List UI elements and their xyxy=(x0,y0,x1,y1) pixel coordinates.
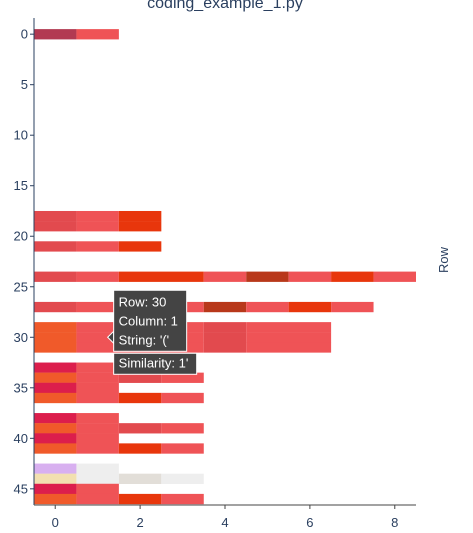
heatmap-cell[interactable] xyxy=(76,493,119,505)
heatmap-cell[interactable] xyxy=(76,271,119,282)
heatmap-cell[interactable] xyxy=(118,423,162,434)
y-tick-label: 25 xyxy=(14,279,28,294)
heatmap-cell[interactable] xyxy=(76,29,119,40)
heatmap-cell[interactable] xyxy=(118,241,162,252)
heatmap-cell[interactable] xyxy=(34,362,77,373)
x-tick-label: 6 xyxy=(306,515,313,530)
y-axis-title: Row xyxy=(436,246,451,273)
heatmap-cell[interactable] xyxy=(34,423,77,434)
hover-line: Column: 1 xyxy=(119,313,178,328)
heatmap-cell[interactable] xyxy=(161,473,204,484)
heatmap-cell[interactable] xyxy=(34,241,77,252)
heatmap-cell[interactable] xyxy=(203,332,247,343)
hover-line: String: '(' xyxy=(119,332,169,347)
heatmap-cell[interactable] xyxy=(76,372,119,383)
y-tick-label: 45 xyxy=(14,481,28,496)
heatmap-cell[interactable] xyxy=(34,322,77,333)
heatmap-cell[interactable] xyxy=(118,221,162,232)
y-tick-label: 35 xyxy=(14,380,28,395)
heatmap-cell[interactable] xyxy=(246,301,289,313)
heatmap-cell[interactable] xyxy=(373,271,416,282)
hover-tooltip: Row: 30 Column: 1 String: '(' Similarity: 1… xyxy=(106,289,198,375)
heatmap-cell[interactable] xyxy=(76,463,119,474)
heatmap-cell[interactable] xyxy=(118,473,162,484)
heatmap-cell[interactable] xyxy=(288,271,332,282)
axes: 0 5 10 15 20 25 30 35 40 45 0 2 4 6 8 xyxy=(14,18,416,530)
y-tick-label: 20 xyxy=(14,229,28,244)
y-tick-label: 40 xyxy=(14,431,28,446)
heatmap-cell[interactable] xyxy=(34,301,77,313)
heatmap-cell[interactable] xyxy=(76,413,119,424)
heatmap-cell[interactable] xyxy=(118,372,162,383)
heatmap-cell[interactable] xyxy=(34,413,77,424)
y-ticks: 0 5 10 15 20 25 30 35 40 45 xyxy=(14,27,34,496)
heatmap-cell[interactable] xyxy=(34,473,77,484)
heatmap-cell[interactable] xyxy=(118,443,162,454)
x-tick-label: 2 xyxy=(136,515,143,530)
x-tick-label: 8 xyxy=(391,515,398,530)
hover-line: Similarity: 1' xyxy=(119,355,189,370)
heatmap-cell[interactable] xyxy=(76,221,119,232)
heatmap-cell[interactable] xyxy=(118,392,162,404)
heatmap-cell[interactable] xyxy=(34,463,77,474)
heatmap-cell[interactable] xyxy=(161,372,204,383)
heatmap-cell[interactable] xyxy=(34,493,77,505)
heatmap-cell[interactable] xyxy=(76,392,119,404)
y-tick-label: 0 xyxy=(21,27,28,42)
y-tick-label: 30 xyxy=(14,330,28,345)
heatmap-cell[interactable] xyxy=(203,322,247,333)
heatmap-cell[interactable] xyxy=(34,332,77,343)
heatmap-cell[interactable] xyxy=(76,433,119,444)
heatmap-cell[interactable] xyxy=(76,210,119,222)
hover-box-extra xyxy=(113,352,198,375)
hover-line: Row: 30 xyxy=(119,294,167,309)
heatmap-cell[interactable] xyxy=(34,210,77,222)
heatmap-cells xyxy=(34,29,416,505)
heatmap-cell[interactable] xyxy=(161,392,204,404)
heatmap-cell[interactable] xyxy=(34,372,77,383)
heatmap-cell[interactable] xyxy=(34,392,77,404)
heatmap-cell[interactable] xyxy=(118,493,162,505)
heatmap-cell[interactable] xyxy=(76,241,119,252)
heatmap-cell[interactable] xyxy=(76,443,119,454)
heatmap-cell[interactable] xyxy=(288,301,332,313)
y-tick-label: 5 xyxy=(21,77,28,92)
heatmap-cell[interactable] xyxy=(34,433,77,444)
heatmap-cell[interactable] xyxy=(34,443,77,454)
heatmap-cell[interactable] xyxy=(34,221,77,232)
heatmap-cell[interactable] xyxy=(203,342,247,353)
heatmap-cell[interactable] xyxy=(76,301,119,313)
heatmap-cell[interactable] xyxy=(331,301,374,313)
heatmap-cell[interactable] xyxy=(161,493,204,505)
x-ticks: 0 2 4 6 8 xyxy=(52,505,398,530)
x-tick-label: 4 xyxy=(221,515,228,530)
heatmap-cell[interactable] xyxy=(118,210,162,222)
heatmap-cell[interactable] xyxy=(34,382,77,394)
heatmap-cell[interactable] xyxy=(203,271,247,282)
y-tick-label: 15 xyxy=(14,178,28,193)
heatmap-cell[interactable] xyxy=(161,443,204,454)
heatmap-cell[interactable] xyxy=(203,301,247,313)
heatmap-cell[interactable] xyxy=(34,29,77,40)
heatmap-cell[interactable] xyxy=(34,342,77,353)
heatmap-cell[interactable] xyxy=(76,473,119,484)
hover-box xyxy=(113,289,188,352)
heatmap-cell[interactable] xyxy=(76,483,119,495)
heatmap-cell[interactable] xyxy=(76,382,119,394)
heatmap-cell[interactable] xyxy=(246,322,332,333)
x-tick-label: 0 xyxy=(52,515,59,530)
heatmap-cell[interactable] xyxy=(118,271,204,282)
y-tick-label: 10 xyxy=(14,128,28,143)
heatmap-cell[interactable] xyxy=(246,342,332,353)
heatmap-cell[interactable] xyxy=(246,271,289,282)
heatmap-cell[interactable] xyxy=(76,362,119,373)
chart-title: coding_example_1.py xyxy=(147,0,303,12)
heatmap-cell[interactable] xyxy=(161,423,204,434)
heatmap-cell[interactable] xyxy=(34,483,77,495)
heatmap-cell[interactable] xyxy=(34,271,77,282)
heatmap-cell[interactable] xyxy=(76,423,119,434)
heatmap-cell[interactable] xyxy=(246,332,332,343)
heatmap-cell[interactable] xyxy=(331,271,374,282)
